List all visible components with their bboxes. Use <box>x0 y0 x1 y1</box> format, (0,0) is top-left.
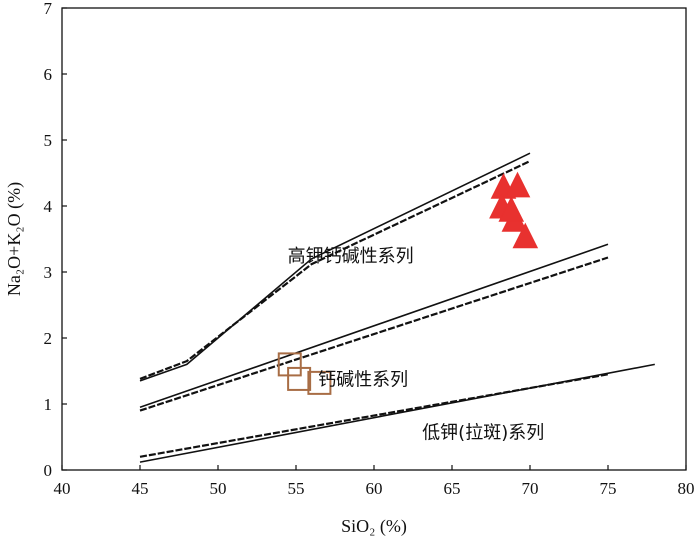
triangle-point <box>504 171 531 198</box>
square-point <box>277 352 302 377</box>
boundary-line <box>139 160 531 380</box>
triangle-point <box>512 222 539 249</box>
boundary-line <box>139 256 609 412</box>
y-axis-label: Na₂O+K₂O (%) <box>4 182 25 296</box>
y-tick-label: 0 <box>44 461 53 480</box>
boundary-line <box>139 373 609 458</box>
y-tick-label: 2 <box>44 329 53 348</box>
y-tick-label: 7 <box>44 0 53 18</box>
y-tick-label: 4 <box>44 197 53 216</box>
y-tick-label: 3 <box>44 263 53 282</box>
zone-label: 低钾(拉斑)系列 <box>422 422 544 443</box>
plot-frame <box>61 7 687 471</box>
x-axis-label: SiO₂ (%) <box>341 516 407 537</box>
square-point <box>287 366 312 391</box>
triangle-point <box>498 196 525 222</box>
x-tick-label: 50 <box>210 479 227 498</box>
zone-label: 钙碱性系列 <box>318 370 408 391</box>
boundary-line <box>139 243 609 409</box>
x-tick-label: 40 <box>54 479 71 498</box>
y-tick-label: 6 <box>44 65 53 84</box>
y-tick-label: 5 <box>44 131 53 150</box>
x-tick-label: 55 <box>288 479 305 498</box>
x-tick-label: 60 <box>366 479 383 498</box>
x-tick-label: 45 <box>132 479 149 498</box>
series-boundaries <box>139 152 655 463</box>
x-tick-label: 75 <box>600 479 617 498</box>
x-tick-label: 70 <box>522 479 539 498</box>
y-tick-label: 1 <box>44 395 53 414</box>
series-samples <box>277 171 539 395</box>
x-tick-label: 80 <box>678 479 695 498</box>
x-tick-label: 65 <box>444 479 461 498</box>
zone-label: 高钾钙碱性系列 <box>288 246 414 267</box>
square-point <box>307 370 332 395</box>
